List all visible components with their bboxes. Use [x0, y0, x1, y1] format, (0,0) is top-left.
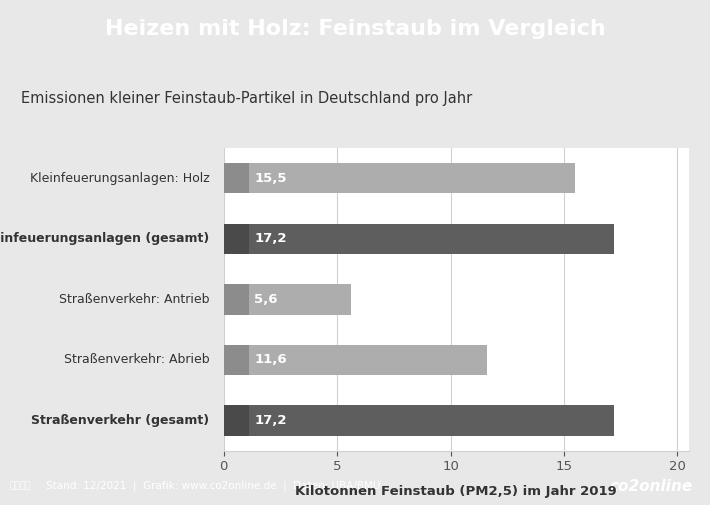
FancyBboxPatch shape [224, 163, 248, 193]
Text: Kleinfeuerungsanlagen: Holz: Kleinfeuerungsanlagen: Holz [30, 172, 209, 185]
FancyBboxPatch shape [224, 406, 248, 436]
FancyBboxPatch shape [224, 284, 248, 315]
Text: Emissionen kleiner Feinstaub-Partikel in Deutschland pro Jahr: Emissionen kleiner Feinstaub-Partikel in… [21, 91, 473, 107]
Text: 17,2: 17,2 [254, 232, 287, 245]
Text: 15,5: 15,5 [254, 172, 287, 185]
Bar [224, 163, 575, 193]
Text: Stand: 12/2021  |  Grafik: www.co2online.de  |  Daten: UBA/BMU: Stand: 12/2021 | Grafik: www.co2online.d… [46, 481, 381, 491]
Text: Straßenverkehr (gesamt): Straßenverkehr (gesamt) [31, 414, 209, 427]
Text: 5,6: 5,6 [254, 293, 278, 306]
FancyBboxPatch shape [224, 224, 248, 254]
Text: Kleinfeuerungsanlagen (gesamt): Kleinfeuerungsanlagen (gesamt) [0, 232, 209, 245]
Text: Heizen mit Holz: Feinstaub im Vergleich: Heizen mit Holz: Feinstaub im Vergleich [104, 19, 606, 39]
Text: ⒸⒶⒸⒸ: ⒸⒶⒸⒸ [9, 482, 31, 490]
Bar [224, 284, 351, 315]
Bar [224, 406, 614, 436]
X-axis label: Kilotonnen Feinstaub (PM2,5) im Jahr 2019: Kilotonnen Feinstaub (PM2,5) im Jahr 201… [295, 485, 617, 497]
Text: Straßenverkehr: Antrieb: Straßenverkehr: Antrieb [59, 293, 209, 306]
Text: 11,6: 11,6 [254, 354, 287, 367]
Text: Straßenverkehr: Abrieb: Straßenverkehr: Abrieb [64, 354, 209, 367]
Bar [224, 345, 487, 375]
FancyBboxPatch shape [224, 345, 248, 375]
Text: 17,2: 17,2 [254, 414, 287, 427]
Text: co2online: co2online [609, 479, 692, 493]
Bar [224, 224, 614, 254]
